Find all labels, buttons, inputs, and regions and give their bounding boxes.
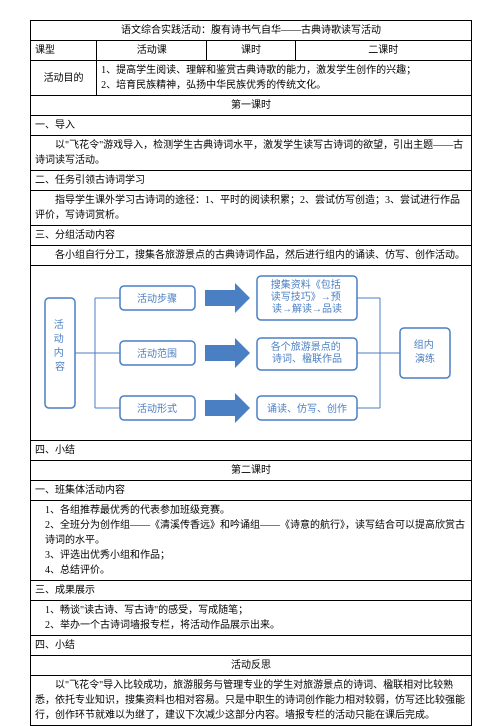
s1-head: 一、导入 [31,116,472,136]
l2-s2-item-0: 1、畅谈"读古诗、写古诗"的感受，写成随笔； [35,603,467,618]
diagram-cell: 活 动 内 容 活动步骤 活动范围 活动形式 搜集资料《包括 读写技巧》→预 [31,266,472,441]
s2-head: 二、任务引领古诗词学习 [31,171,472,191]
l2-s2-item-1: 2、举办一个古诗词墙报专栏，将活动作品展示出来。 [35,618,467,633]
l2-s3: 四、小结 [31,636,472,656]
mid-text-1: 活动范围 [137,347,177,360]
s1-body: 以"飞花令"游戏导入，检测学生古典诗词水平，激发学生读写古诗词的欲望，引出主题—… [31,136,472,171]
s2-body: 指导学生课外学习古诗词的途径：1、平时的阅读积累；2、尝试仿写创造；3、尝试进行… [31,191,472,226]
arrow-2 [205,393,250,423]
l2-s1-body: 1、各组推荐最优秀的代表参加班级竞赛。 2、全班分为创作组——《清溪传香远》和吟… [31,501,472,581]
l2-s1-item-1: 2、全班分为创作组——《清溪传香远》和吟诵组——《诗意的航行》，读写结合可以提高… [35,518,467,548]
row1-c3: 课时 [207,41,295,61]
lesson2-header: 第二课时 [31,461,472,481]
s3-body: 各小组自行分工，搜集各旅游景点的古典诗词作品，然后进行组内的诵读、仿写、创作活动… [31,246,472,266]
mid-text-2: 活动形式 [137,402,177,415]
row1-label: 课型 [31,41,97,61]
row2-label: 活动目的 [31,61,97,96]
right-text-2: 诵读、仿写、创作 [267,402,347,415]
conn-right-far [357,298,400,408]
l2-s1-item-2: 3、评选出优秀小组和作品； [35,548,467,563]
arrow-0 [205,283,250,313]
right-text-1: 各个旅游景点的 诗词、楹联作品 [271,340,344,365]
reflection-header: 活动反思 [31,656,472,676]
l2-s2-head: 三、成果展示 [31,581,472,601]
lesson-plan-table: 语文综合实践活动：腹有诗书气自华——古典诗歌读写活动 课型 活动课 课时 二课时… [30,20,472,726]
lesson1-header: 第一课时 [31,96,472,116]
row2-val: 1、提高学生阅读、理解和鉴赏古典诗歌的能力，激发学生创作的兴趣； 2、培育民族精… [97,61,472,96]
s3-head: 三、分组活动内容 [31,226,472,246]
arrow-1 [205,338,250,368]
l2-s2-body: 1、畅谈"读古诗、写古诗"的感受，写成随笔； 2、举办一个古诗词墙报专栏，将活动… [31,601,472,636]
l2-s1-item-3: 4、总结评价。 [35,563,467,578]
main-title: 语文综合实践活动：腹有诗书气自华——古典诗歌读写活动 [31,21,472,41]
row1-c4: 二课时 [295,41,471,61]
s4: 四、小结 [31,441,472,461]
conn-left-mid [75,298,120,408]
far-right-node [400,328,450,378]
row1-val: 活动课 [97,41,207,61]
flowchart-svg: 活 动 内 容 活动步骤 活动范围 活动形式 搜集资料《包括 读写技巧》→预 [35,268,465,438]
right-text-0: 搜集资料《包括 读写技巧》→预 读→解读→品读 [271,278,344,315]
l2-s1-head: 一、班集体活动内容 [31,481,472,501]
l2-s1-item-0: 1、各组推荐最优秀的代表参加班级竞赛。 [35,503,467,518]
reflection-body: 以"飞花令"导入比较成功，旅游服务与管理专业的学生对旅游景点的诗词、楹联相对比较… [31,676,472,726]
mid-text-0: 活动步骤 [137,293,177,305]
